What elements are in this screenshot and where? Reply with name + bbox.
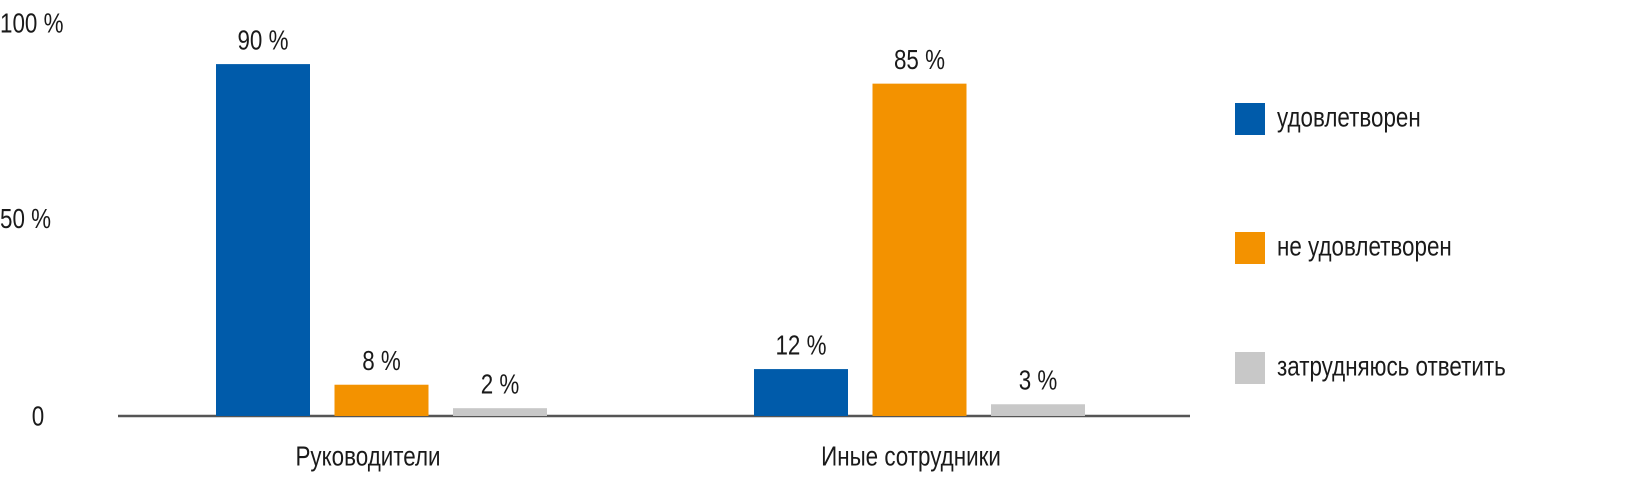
data-label: 2 %: [481, 369, 520, 400]
legend-label: удовлетворен: [1277, 102, 1421, 133]
bar: [991, 404, 1085, 416]
legend-swatch: [1235, 232, 1265, 264]
bar: [216, 64, 310, 416]
category-label: Руководители: [295, 441, 440, 472]
bar: [754, 369, 848, 416]
data-label: 12 %: [775, 330, 826, 361]
data-label: 3 %: [1019, 365, 1058, 396]
y-tick-label: 50 %: [0, 204, 51, 235]
y-tick-label: 100 %: [0, 8, 63, 39]
data-label: 90 %: [237, 25, 288, 56]
bar: [334, 384, 429, 416]
bar: [453, 408, 547, 416]
data-label: 85 %: [894, 45, 945, 76]
legend-swatch: [1235, 103, 1265, 135]
legend-label: затрудняюсь ответить: [1277, 351, 1506, 382]
data-label: 8 %: [362, 346, 401, 377]
legend-label: не удовлетворен: [1277, 231, 1452, 262]
legend-swatch: [1235, 352, 1265, 384]
bar: [872, 83, 967, 417]
y-tick-label: 0: [32, 401, 44, 432]
category-label: Иные сотрудники: [821, 441, 1001, 472]
